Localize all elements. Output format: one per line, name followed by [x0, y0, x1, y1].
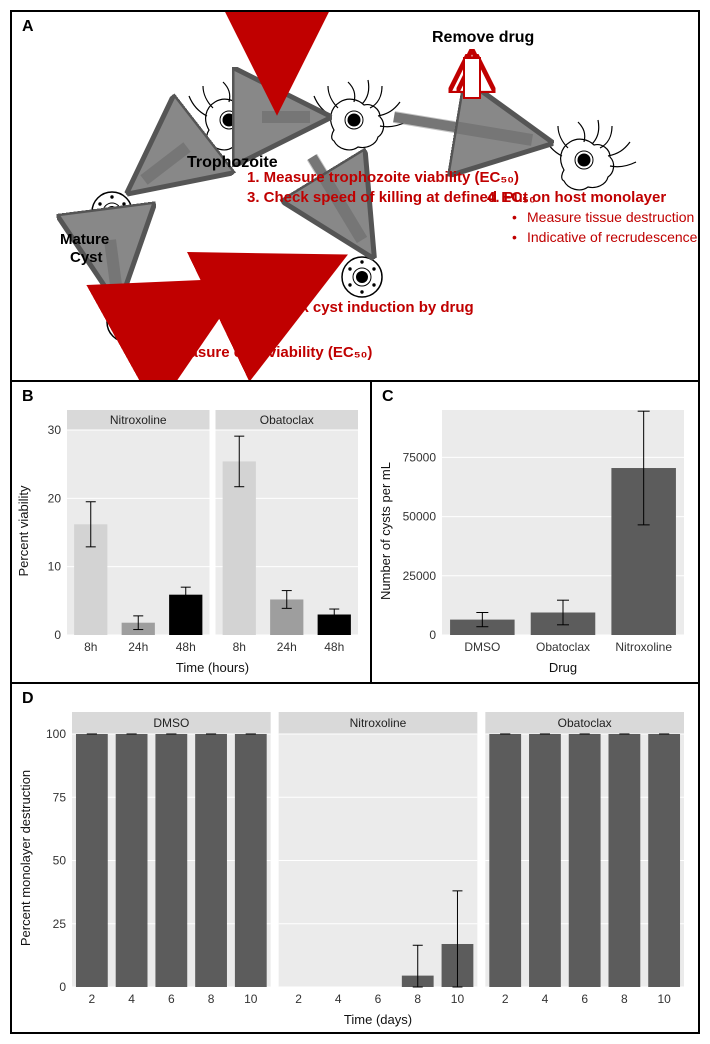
diagram-svg: Add drug Remove drug — [12, 12, 698, 380]
panel-c-chart: C 0 25000 50000 75000 Number of cysts per mL… — [372, 382, 698, 682]
svg-text:10: 10 — [48, 560, 62, 574]
step5: 5. Check cyst induction by drug — [247, 299, 474, 316]
svg-text:Percent monolayer destruction: Percent monolayer destruction — [18, 770, 33, 946]
panel-d-label: D — [22, 690, 34, 708]
svg-text:0: 0 — [429, 628, 436, 642]
panel-d-chart: D Percent monolayer destruction Time (day… — [12, 682, 698, 1032]
svg-text:24h: 24h — [277, 640, 297, 654]
svg-text:Obatoclax: Obatoclax — [260, 413, 314, 427]
svg-text:Time (hours): Time (hours) — [176, 660, 249, 675]
svg-text:•: • — [512, 229, 517, 245]
svg-text:•: • — [512, 209, 517, 225]
svg-text:2: 2 — [502, 992, 509, 1006]
chart-d-svg: Percent monolayer destruction Time (days)… — [12, 684, 698, 1032]
step4-b1: Measure tissue destruction — [527, 209, 694, 225]
svg-text:75000: 75000 — [403, 450, 437, 464]
step2: 2. Measure cyst viability (EC₅₀) — [152, 344, 372, 361]
svg-text:Drug: Drug — [549, 660, 577, 675]
panel-c-label: C — [382, 388, 394, 406]
panel-b-label: B — [22, 388, 34, 406]
svg-text:0: 0 — [59, 980, 66, 994]
svg-text:0: 0 — [54, 628, 61, 642]
label-add-drug: Add drug — [242, 29, 313, 46]
svg-text:6: 6 — [168, 992, 175, 1006]
step4-b2: Indicative of recrudescence — [527, 229, 698, 245]
svg-text:10: 10 — [451, 992, 465, 1006]
panel-a-diagram: A — [12, 12, 698, 380]
svg-text:Obatoclax: Obatoclax — [536, 640, 590, 654]
svg-text:2: 2 — [295, 992, 302, 1006]
svg-text:4: 4 — [542, 992, 549, 1006]
svg-text:4: 4 — [335, 992, 342, 1006]
svg-text:48h: 48h — [324, 640, 344, 654]
svg-text:8: 8 — [208, 992, 215, 1006]
label-mature-cyst-1: Mature — [60, 231, 109, 248]
svg-text:30: 30 — [48, 423, 62, 437]
step4-header: 4. Put on host monolayer — [487, 189, 666, 206]
svg-text:75: 75 — [53, 790, 67, 804]
figure-container: A — [10, 10, 700, 1034]
svg-text:Nitroxoline: Nitroxoline — [615, 640, 672, 654]
svg-text:2: 2 — [89, 992, 96, 1006]
svg-text:8h: 8h — [233, 640, 246, 654]
svg-text:100: 100 — [46, 727, 66, 741]
svg-text:50000: 50000 — [403, 510, 437, 524]
svg-text:DMSO: DMSO — [464, 640, 500, 654]
svg-text:Number of cysts per mL: Number of cysts per mL — [378, 462, 393, 600]
svg-text:25000: 25000 — [403, 569, 437, 583]
svg-text:8h: 8h — [84, 640, 97, 654]
svg-text:Nitroxoline: Nitroxoline — [110, 413, 167, 427]
svg-text:8: 8 — [414, 992, 421, 1006]
step1: 1. Measure trophozoite viability (EC₅₀) — [247, 169, 519, 186]
svg-text:4: 4 — [128, 992, 135, 1006]
svg-text:20: 20 — [48, 491, 62, 505]
svg-text:Nitroxoline: Nitroxoline — [350, 716, 407, 730]
svg-text:DMSO: DMSO — [153, 716, 189, 730]
svg-text:10: 10 — [244, 992, 258, 1006]
svg-text:24h: 24h — [128, 640, 148, 654]
panel-b-chart: B Percent viability Time (hours) Nitroxoli… — [12, 382, 372, 682]
chart-b-svg: Percent viability Time (hours) Nitroxoline… — [12, 382, 370, 680]
svg-text:25: 25 — [53, 917, 67, 931]
svg-text:10: 10 — [657, 992, 671, 1006]
panel-a-label: A — [22, 18, 34, 36]
svg-text:48h: 48h — [176, 640, 196, 654]
chart-c-svg: 0 25000 50000 75000 Number of cysts per mL Dr… — [372, 382, 698, 680]
label-mature-cyst-2: Cyst — [70, 249, 103, 266]
svg-text:Obatoclax: Obatoclax — [558, 716, 612, 730]
svg-text:6: 6 — [581, 992, 588, 1006]
label-remove-drug: Remove drug — [432, 29, 534, 46]
svg-text:Percent viability: Percent viability — [16, 485, 31, 577]
svg-text:6: 6 — [375, 992, 382, 1006]
svg-text:Time (days): Time (days) — [344, 1012, 412, 1027]
svg-text:50: 50 — [53, 854, 67, 868]
svg-text:8: 8 — [621, 992, 628, 1006]
